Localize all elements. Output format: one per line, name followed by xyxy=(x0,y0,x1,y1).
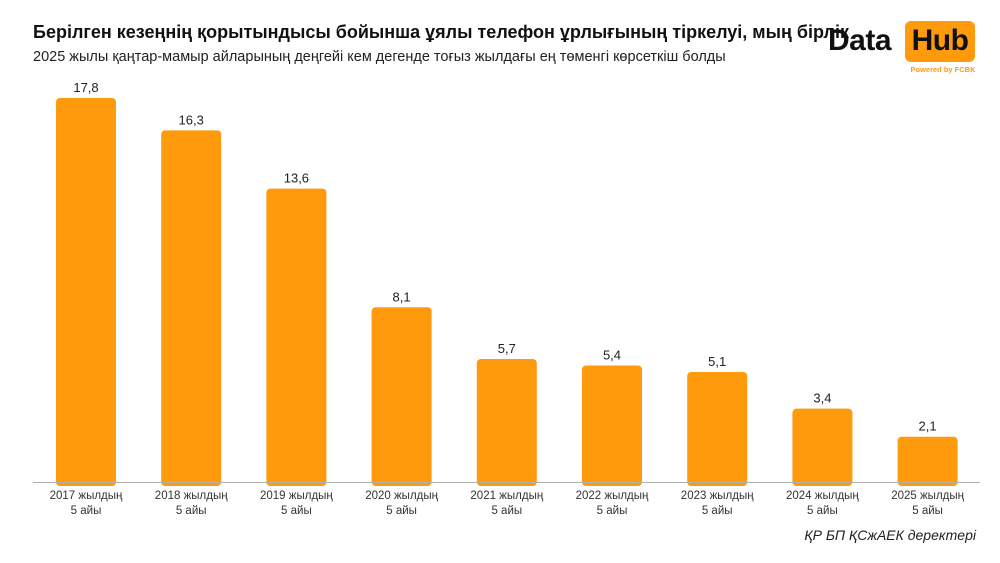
category-label-1-0: 2018 жылдың xyxy=(155,490,228,502)
category-label-8-0: 2025 жылдың xyxy=(891,490,964,502)
data-label-6: 5,1 xyxy=(708,354,726,369)
category-label-8-1: 5 айы xyxy=(912,505,943,517)
bar-3 xyxy=(371,307,432,486)
data-label-2: 13,6 xyxy=(284,171,309,186)
bar-7 xyxy=(792,408,853,486)
bar-5 xyxy=(582,365,642,486)
bar-0 xyxy=(56,98,116,486)
category-label-4-1: 5 айы xyxy=(491,505,522,517)
category-label-6-1: 5 айы xyxy=(702,505,733,517)
datahub-logo: Data Hub Powered by FCBK xyxy=(828,20,978,80)
category-label-2-1: 5 айы xyxy=(281,505,312,517)
chart-subtitle: 2025 жылы қаңтар-мамыр айларының деңгейі… xyxy=(33,49,726,65)
category-label-0-0: 2017 жылдың xyxy=(50,490,123,502)
logo-hub-box: Hub xyxy=(905,21,975,62)
category-label-5-0: 2022 жылдың xyxy=(576,490,649,502)
bar-2 xyxy=(266,188,327,486)
data-label-4: 5,7 xyxy=(498,341,516,356)
category-label-4-0: 2021 жылдың xyxy=(470,490,543,502)
category-label-5-1: 5 айы xyxy=(597,505,628,517)
chart-title: Берілген кезеңнің қорытындысы бойынша ұя… xyxy=(33,22,849,42)
data-label-5: 5,4 xyxy=(603,348,621,363)
category-label-3-1: 5 айы xyxy=(386,505,417,517)
category-label-2-0: 2019 жылдың xyxy=(260,490,333,502)
category-label-0-1: 5 айы xyxy=(71,505,102,517)
data-label-7: 3,4 xyxy=(813,391,831,406)
bar-1 xyxy=(161,130,222,486)
category-label-7-0: 2024 жылдың xyxy=(786,490,859,502)
category-label-3-0: 2020 жылдың xyxy=(365,490,438,502)
category-label-6-0: 2023 жылдың xyxy=(681,490,754,502)
source-note: ҚР БП ҚСжАЕК деректері xyxy=(804,527,976,543)
data-label-8: 2,1 xyxy=(919,419,937,434)
category-label-7-1: 5 айы xyxy=(807,505,838,517)
bar-8 xyxy=(897,436,958,486)
bar-4 xyxy=(476,359,537,486)
data-label-0: 17,8 xyxy=(73,80,98,95)
logo-powered-by: Powered by FCBK xyxy=(910,65,976,74)
category-label-1-1: 5 айы xyxy=(176,505,207,517)
data-label-3: 8,1 xyxy=(393,289,411,304)
logo-word-data: Data xyxy=(828,24,892,57)
bar-6 xyxy=(687,371,748,486)
logo-word-hub: Hub xyxy=(911,24,969,57)
data-label-1: 16,3 xyxy=(179,112,204,127)
